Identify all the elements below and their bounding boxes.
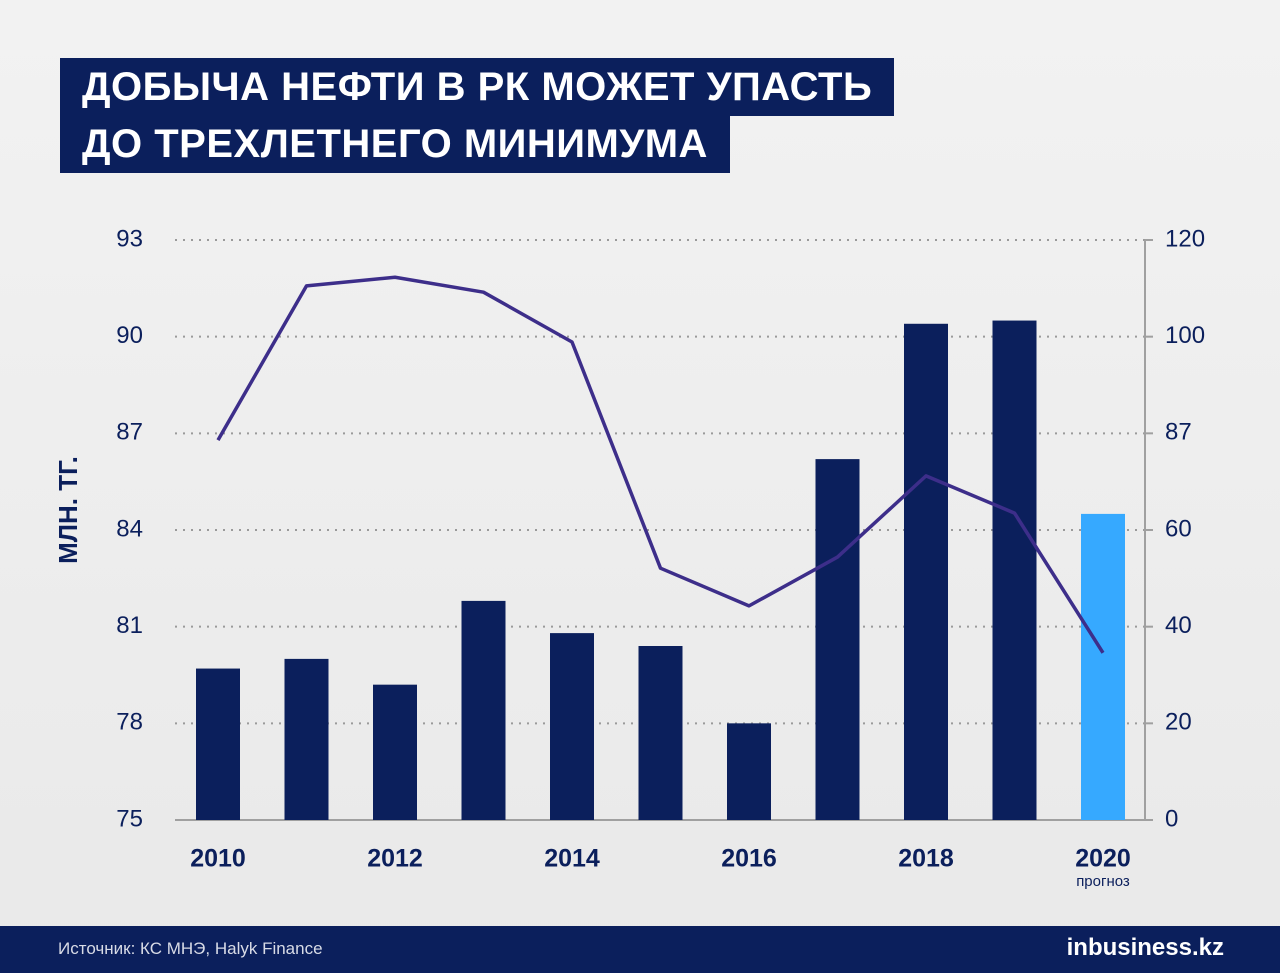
y-tick-label: 84 [116,515,143,542]
bar [196,668,240,820]
x-tick-label: 2014 [544,845,600,873]
x-tick-label: 2016 [721,845,777,873]
bar [815,459,860,820]
x-tick-label: 2020 [1075,845,1131,873]
annotation: прогноз [1076,873,1130,890]
bar [461,600,506,820]
line [216,275,1105,654]
y-tick-label: 75 [116,805,143,832]
x-tick-label: 2018 [898,845,954,873]
chart-title: ДО ТРЕХЛЕТНЕГО МИНИМУМА [60,116,730,173]
y2-tick-label: 100 [1165,322,1205,349]
bar [992,320,1037,820]
chart-title: ДОБЫЧА НЕФТИ В РК МОЖЕТ УПАСТЬ [60,58,895,116]
source: Источник: КС МНЭ, Halyk Finance [58,939,323,958]
y-axis-label: МЛН. ТГ. [53,456,83,564]
y2-tick-label: 40 [1165,612,1192,639]
y2-tick-label: 0 [1165,805,1178,832]
y2-tick-label: 20 [1165,709,1192,736]
x-tick-label: 2010 [190,845,246,873]
bar [373,684,417,820]
bar [284,658,329,820]
y-tick-label: 93 [116,225,143,252]
y-tick-label: 90 [116,322,143,349]
x-tick-label: 2012 [367,845,423,873]
bar [638,646,683,820]
y-tick-label: 87 [116,419,143,446]
y2-tick-label: 60 [1165,515,1192,542]
bar [550,633,594,820]
y-tick-label: 81 [116,612,143,639]
footer: Источник: КС МНЭ, Halyk Finance inbusine… [0,926,1280,973]
bar [727,723,771,820]
chart: МЛН. ТГ. 75 78 81 84 87 90 93 0 20 40 60 87 100 120 20… [53,225,1205,890]
bar [904,323,948,820]
y2-tick-label: 120 [1165,225,1205,252]
y-tick-label: 78 [116,709,143,736]
bar [1081,513,1125,820]
title-block: ДОБЫЧА НЕФТИ В РК МОЖЕТ УПАСТЬ ДО ТРЕХЛЕ… [60,58,895,173]
y2-tick-label: 87 [1165,419,1192,446]
logo: inbusiness.kz [1066,934,1224,961]
